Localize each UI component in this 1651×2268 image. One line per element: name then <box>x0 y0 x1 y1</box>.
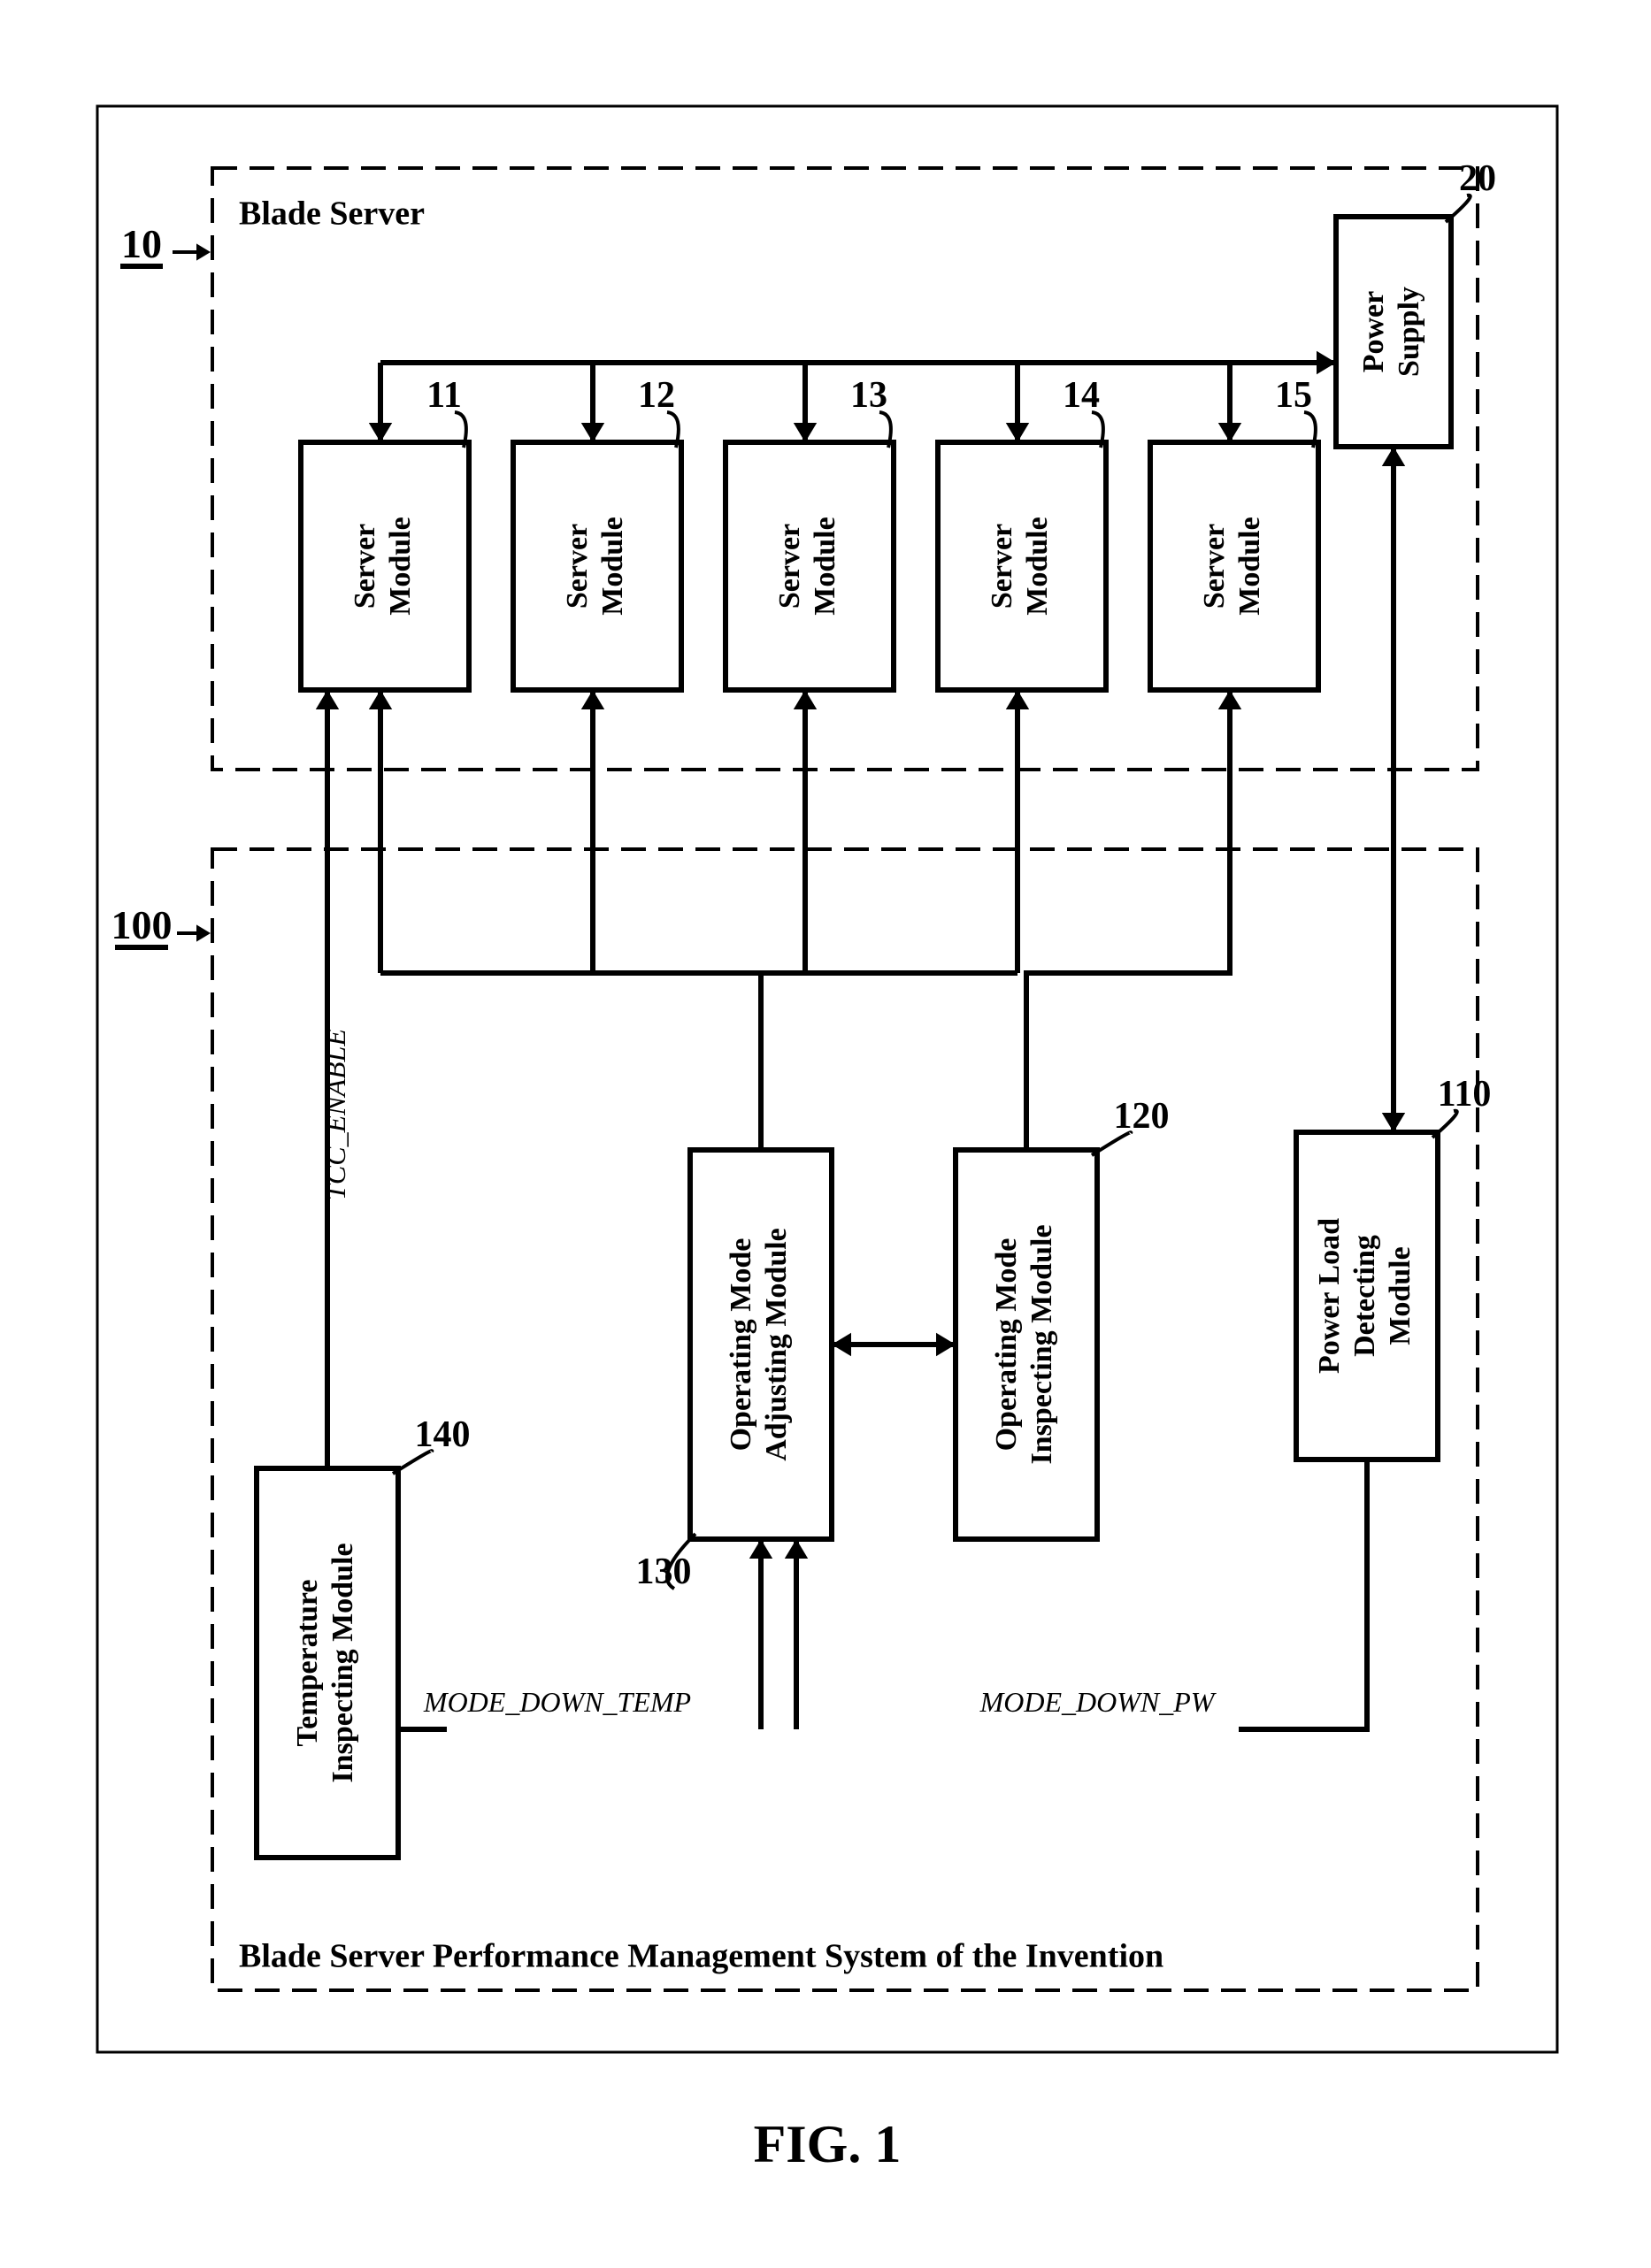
section-title-blade-server: Blade Server <box>239 195 425 233</box>
node-adjust_module-label-1: Adjusting Module <box>760 1228 793 1461</box>
node-temp_module-label-1: Inspecting Module <box>326 1543 359 1782</box>
ref-14: 14 <box>1063 375 1100 416</box>
node-server2-label-0: Server <box>561 524 594 609</box>
node-inspect_module-label-1: Inspecting Module <box>1025 1224 1058 1464</box>
ref-100: 100 <box>111 902 173 947</box>
ref-15: 15 <box>1275 375 1312 416</box>
node-server5-label-0: Server <box>1198 524 1231 609</box>
node-temp_module-label-0: Temperature <box>291 1580 324 1747</box>
node-server5-label-1: Module <box>1233 517 1266 615</box>
node-power_module-label-1: Detecting <box>1348 1235 1381 1357</box>
ref-12: 12 <box>638 375 675 416</box>
ref-140: 140 <box>415 1414 471 1455</box>
signal-mode_down_pw: MODE_DOWN_PW <box>979 1686 1217 1718</box>
section-title-mgmt: Blade Server Performance Management Syst… <box>239 1938 1163 1975</box>
node-server4-label-0: Server <box>986 524 1018 609</box>
ref-130: 130 <box>636 1552 692 1592</box>
node-server3-label-0: Server <box>773 524 806 609</box>
ref-10: 10 <box>121 221 162 266</box>
ref-120: 120 <box>1114 1096 1170 1137</box>
node-server1-label-1: Module <box>384 517 417 615</box>
ref-20: 20 <box>1459 158 1496 199</box>
figure-caption: FIG. 1 <box>754 2115 902 2173</box>
node-server4-label-1: Module <box>1021 517 1054 615</box>
node-power_supply-label-0: Power <box>1357 291 1390 373</box>
node-server2-label-1: Module <box>596 517 629 615</box>
node-inspect_module-label-0: Operating Mode <box>990 1238 1023 1452</box>
node-server1-label-0: Server <box>349 524 381 609</box>
signal-mode_down_temp: MODE_DOWN_TEMP <box>423 1686 691 1718</box>
node-adjust_module-label-0: Operating Mode <box>725 1238 757 1452</box>
section-mgmt_system <box>212 849 1478 1990</box>
conn-inspect_to_server5 <box>1026 690 1230 1150</box>
node-power_supply-label-1: Supply <box>1393 287 1425 377</box>
ref-11: 11 <box>426 375 462 416</box>
ref-110: 110 <box>1438 1074 1492 1115</box>
node-power_module-label-0: Power Load <box>1313 1218 1346 1374</box>
node-power_module-label-2: Module <box>1384 1246 1417 1345</box>
conn-power_to_adjust-a <box>1239 1460 1367 1729</box>
ref-13: 13 <box>850 375 887 416</box>
node-server3-label-1: Module <box>809 517 841 615</box>
signal-tcc_enable: TCC_ENABLE <box>319 1029 351 1200</box>
